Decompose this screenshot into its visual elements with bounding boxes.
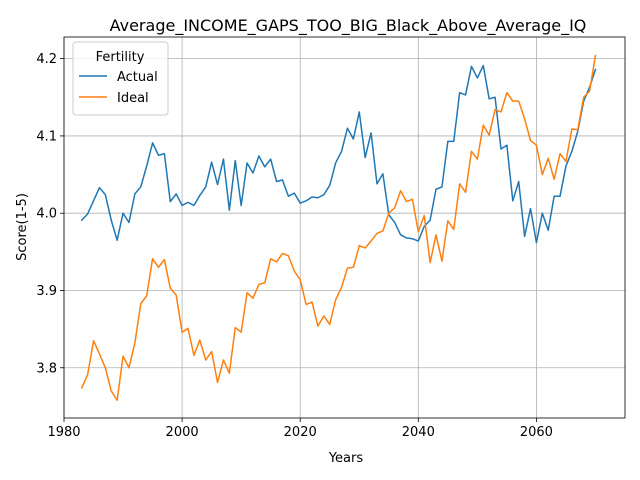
x-tick-label: 2000 — [166, 425, 199, 440]
legend: Fertility Actual Ideal — [72, 41, 169, 116]
x-tick-label: 2040 — [402, 425, 435, 440]
x-axis-label: Years — [328, 451, 364, 466]
y-axis-label: Score(1-5) — [15, 193, 30, 261]
axis-ticks: 1980 2000 2020 2040 2060 3.8 3.9 4.0 4.1 4.2 — [36, 52, 553, 440]
x-tick-label: 1980 — [47, 425, 80, 440]
series-lines — [80, 54, 597, 401]
x-tick-label: 2020 — [284, 425, 317, 440]
y-tick-label: 4.0 — [36, 207, 57, 222]
series-line-ideal — [80, 54, 597, 401]
y-tick-label: 4.2 — [36, 52, 57, 67]
y-tick-label: 3.8 — [36, 361, 57, 376]
legend-title: Fertility — [96, 50, 145, 65]
legend-label-ideal: Ideal — [117, 91, 149, 106]
y-tick-label: 3.9 — [36, 284, 57, 299]
x-tick-label: 2060 — [520, 425, 553, 440]
y-tick-label: 4.1 — [36, 129, 57, 144]
plot-frame — [63, 36, 626, 419]
series-line-actual — [80, 64, 597, 244]
chart-title: Average_INCOME_GAPS_TOO_BIG_Black_Above_… — [110, 16, 587, 36]
grid — [63, 37, 625, 418]
legend-label-actual: Actual — [117, 70, 158, 85]
